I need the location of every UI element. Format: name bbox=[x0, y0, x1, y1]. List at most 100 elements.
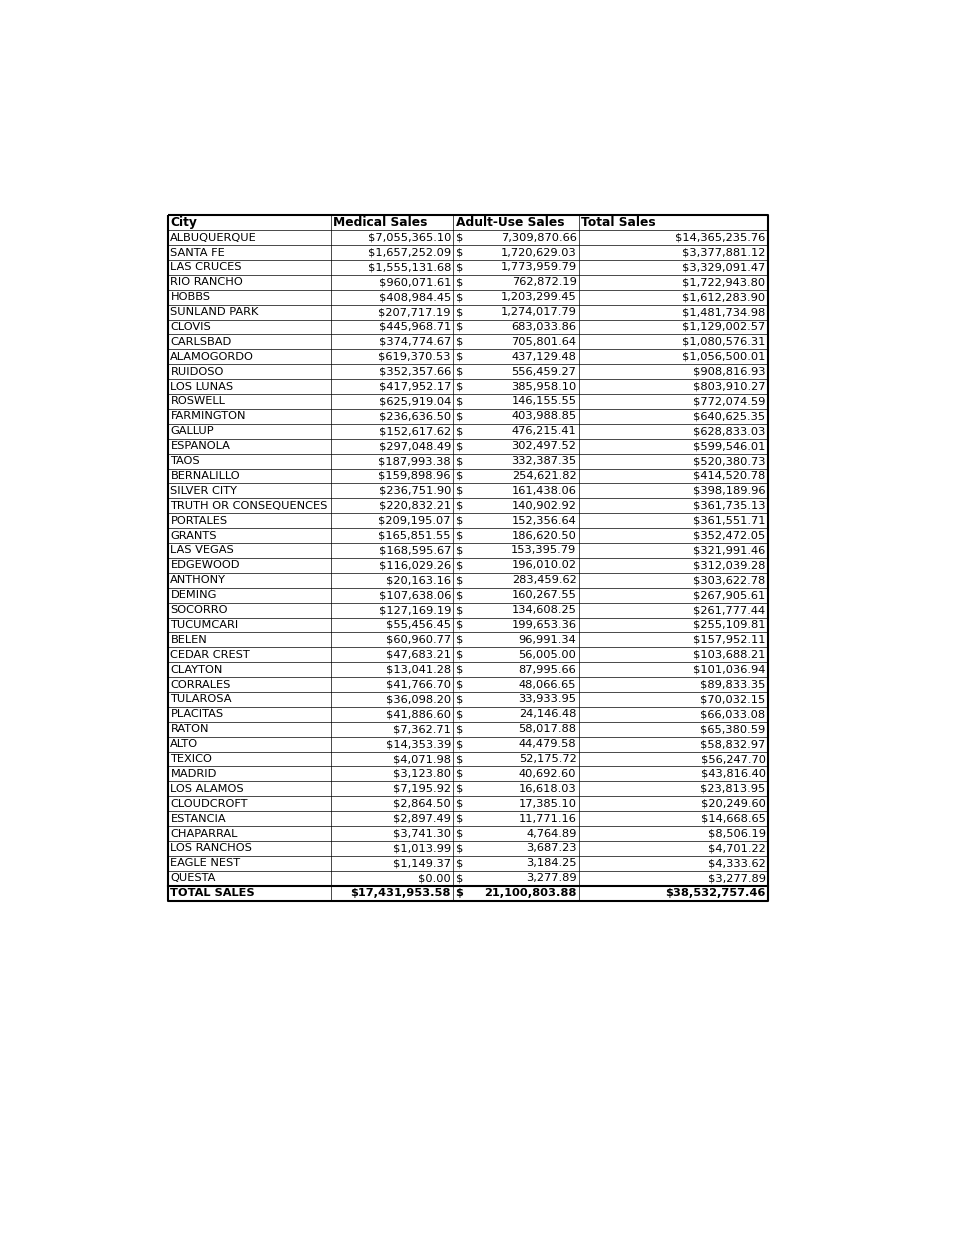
Text: CHAPARRAL: CHAPARRAL bbox=[170, 828, 238, 838]
Text: $66,033.08: $66,033.08 bbox=[701, 709, 765, 719]
Text: $127,169.19: $127,169.19 bbox=[378, 605, 451, 615]
Text: GALLUP: GALLUP bbox=[170, 426, 214, 436]
Text: $4,071.98: $4,071.98 bbox=[393, 754, 451, 764]
Text: $17,431,953.58: $17,431,953.58 bbox=[350, 888, 451, 898]
Text: 40,692.60: 40,692.60 bbox=[519, 769, 576, 779]
Text: $38,532,757.46: $38,532,757.46 bbox=[665, 888, 765, 898]
Text: $: $ bbox=[456, 232, 463, 242]
Text: $312,039.28: $312,039.28 bbox=[693, 560, 765, 570]
Text: 152,356.64: 152,356.64 bbox=[512, 515, 576, 525]
Text: $361,735.13: $361,735.13 bbox=[693, 501, 765, 510]
Text: ROSWELL: ROSWELL bbox=[170, 396, 226, 406]
Text: $297,048.49: $297,048.49 bbox=[378, 441, 451, 451]
Text: $107,638.06: $107,638.06 bbox=[378, 590, 451, 600]
Text: $20,163.16: $20,163.16 bbox=[386, 575, 451, 585]
Text: 96,991.34: 96,991.34 bbox=[518, 635, 576, 645]
Text: 44,479.58: 44,479.58 bbox=[518, 739, 576, 749]
Text: $1,056,500.01: $1,056,500.01 bbox=[683, 351, 765, 361]
Text: 332,387.35: 332,387.35 bbox=[512, 456, 576, 466]
Text: $14,353.39: $14,353.39 bbox=[386, 739, 451, 749]
Text: $7,195.92: $7,195.92 bbox=[393, 784, 451, 794]
Text: Medical Sales: Medical Sales bbox=[333, 216, 427, 230]
Text: 48,066.65: 48,066.65 bbox=[519, 679, 576, 689]
Text: 24,146.48: 24,146.48 bbox=[519, 709, 576, 719]
Text: $236,751.90: $236,751.90 bbox=[378, 486, 451, 496]
Text: $60,960.77: $60,960.77 bbox=[386, 635, 451, 645]
Text: 4,764.89: 4,764.89 bbox=[526, 828, 576, 838]
Text: 302,497.52: 302,497.52 bbox=[512, 441, 576, 451]
Text: $321,991.46: $321,991.46 bbox=[693, 545, 765, 555]
Text: $: $ bbox=[456, 262, 463, 272]
Text: $261,777.44: $261,777.44 bbox=[693, 605, 765, 615]
Text: 683,033.86: 683,033.86 bbox=[512, 322, 576, 332]
Text: $1,657,252.09: $1,657,252.09 bbox=[368, 247, 451, 257]
Text: $: $ bbox=[456, 441, 463, 451]
Text: $408,984.45: $408,984.45 bbox=[378, 292, 451, 302]
Text: $3,741.30: $3,741.30 bbox=[393, 828, 451, 838]
Text: $: $ bbox=[456, 501, 463, 510]
Text: EDGEWOOD: EDGEWOOD bbox=[170, 560, 240, 570]
Text: $220,832.21: $220,832.21 bbox=[379, 501, 451, 510]
Text: $236,636.50: $236,636.50 bbox=[379, 411, 451, 421]
Text: CORRALES: CORRALES bbox=[170, 679, 230, 689]
Text: CARLSBAD: CARLSBAD bbox=[170, 337, 231, 347]
Text: $: $ bbox=[456, 381, 463, 391]
Text: $640,625.35: $640,625.35 bbox=[693, 411, 765, 421]
Text: City: City bbox=[170, 216, 197, 230]
Text: $14,365,235.76: $14,365,235.76 bbox=[675, 232, 765, 242]
Text: 196,010.02: 196,010.02 bbox=[512, 560, 576, 570]
Text: $: $ bbox=[456, 471, 463, 481]
Text: $: $ bbox=[456, 247, 463, 257]
Text: 199,653.36: 199,653.36 bbox=[512, 620, 576, 630]
Text: $116,029.26: $116,029.26 bbox=[379, 560, 451, 570]
Text: $1,149.37: $1,149.37 bbox=[393, 858, 451, 868]
Text: LAS CRUCES: LAS CRUCES bbox=[170, 262, 242, 272]
Text: $1,722,943.80: $1,722,943.80 bbox=[683, 277, 765, 287]
Text: $101,036.94: $101,036.94 bbox=[693, 664, 765, 674]
Text: TOTAL SALES: TOTAL SALES bbox=[170, 888, 255, 898]
Text: MADRID: MADRID bbox=[170, 769, 217, 779]
Text: ESTANCIA: ESTANCIA bbox=[170, 814, 226, 823]
Text: 283,459.62: 283,459.62 bbox=[512, 575, 576, 585]
Text: TEXICO: TEXICO bbox=[170, 754, 212, 764]
Text: 1,720,629.03: 1,720,629.03 bbox=[501, 247, 576, 257]
Text: $159,898.96: $159,898.96 bbox=[378, 471, 451, 481]
Text: 1,274,017.79: 1,274,017.79 bbox=[500, 307, 576, 317]
Text: $207,717.19: $207,717.19 bbox=[378, 307, 451, 317]
Text: $: $ bbox=[456, 873, 463, 883]
Text: $56,247.70: $56,247.70 bbox=[701, 754, 765, 764]
Text: $3,377,881.12: $3,377,881.12 bbox=[683, 247, 765, 257]
Text: 52,175.72: 52,175.72 bbox=[518, 754, 576, 764]
Text: $2,897.49: $2,897.49 bbox=[393, 814, 451, 823]
Text: 1,203,299.45: 1,203,299.45 bbox=[501, 292, 576, 302]
Text: $4,701.22: $4,701.22 bbox=[708, 843, 765, 853]
Text: $: $ bbox=[456, 322, 463, 332]
Text: $3,123.80: $3,123.80 bbox=[393, 769, 451, 779]
Text: $: $ bbox=[456, 307, 463, 317]
Text: $: $ bbox=[456, 799, 463, 809]
Text: $417,952.17: $417,952.17 bbox=[378, 381, 451, 391]
Text: RIO RANCHO: RIO RANCHO bbox=[170, 277, 243, 287]
Text: $: $ bbox=[456, 769, 463, 779]
Text: 705,801.64: 705,801.64 bbox=[512, 337, 576, 347]
Text: BELEN: BELEN bbox=[170, 635, 207, 645]
Text: $58,832.97: $58,832.97 bbox=[701, 739, 765, 749]
Text: 3,184.25: 3,184.25 bbox=[526, 858, 576, 868]
Text: $: $ bbox=[456, 828, 463, 838]
Text: 161,438.06: 161,438.06 bbox=[512, 486, 576, 496]
Text: QUESTA: QUESTA bbox=[170, 873, 216, 883]
Text: $209,195.07: $209,195.07 bbox=[378, 515, 451, 525]
Text: 403,988.85: 403,988.85 bbox=[512, 411, 576, 421]
Text: $: $ bbox=[456, 590, 463, 600]
Text: $: $ bbox=[456, 650, 463, 660]
Text: $20,249.60: $20,249.60 bbox=[701, 799, 765, 809]
Text: $: $ bbox=[456, 515, 463, 525]
Text: $398,189.96: $398,189.96 bbox=[693, 486, 765, 496]
Text: SANTA FE: SANTA FE bbox=[170, 247, 226, 257]
Text: 87,995.66: 87,995.66 bbox=[518, 664, 576, 674]
Text: DEMING: DEMING bbox=[170, 590, 217, 600]
Text: $1,013.99: $1,013.99 bbox=[393, 843, 451, 853]
Text: $: $ bbox=[456, 277, 463, 287]
Text: 146,155.55: 146,155.55 bbox=[512, 396, 576, 406]
Text: $47,683.21: $47,683.21 bbox=[386, 650, 451, 660]
